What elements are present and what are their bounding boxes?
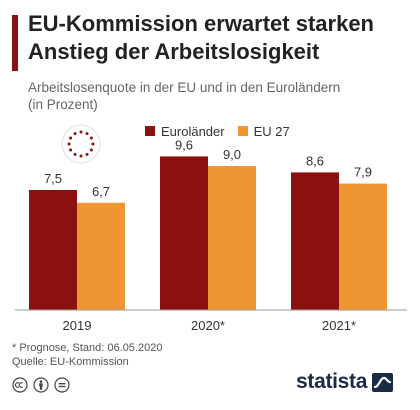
data-label: 8,6 — [306, 153, 324, 168]
eu-star — [73, 152, 77, 156]
nd-equal-icon[interactable] — [54, 377, 70, 393]
eu-star — [79, 130, 83, 134]
subtitle-line: Arbeitslosenquote in der EU und in den E… — [28, 80, 341, 95]
legend-label-eu27: EU 27 — [253, 123, 290, 139]
bar-euro-0 — [29, 190, 77, 310]
eu-star — [69, 136, 73, 140]
by-person-icon[interactable] — [33, 377, 49, 393]
eu-flag-stars-icon — [61, 124, 101, 164]
eu-star — [85, 132, 89, 136]
data-label: 6,7 — [92, 184, 110, 199]
bar-euro-2 — [291, 172, 339, 310]
bar-eu27-0 — [77, 202, 125, 310]
legend-item-eu27: EU 27 — [237, 123, 290, 139]
statista-wave-icon — [372, 372, 394, 392]
eu-star — [91, 142, 95, 146]
subtitle-line: (in Prozent) — [28, 97, 98, 112]
statista-brand[interactable]: statista — [296, 370, 394, 394]
eu-star — [73, 132, 77, 136]
title-accent-bar — [12, 15, 18, 71]
eu-star — [89, 136, 93, 140]
eu-star — [79, 154, 83, 158]
footnote: * Prognose, Stand: 06.05.2020 — [12, 342, 163, 354]
x-tick-label: 2019 — [63, 318, 92, 333]
data-label: 7,5 — [44, 171, 62, 186]
license-icons — [12, 377, 75, 393]
cc-icon[interactable] — [12, 377, 28, 393]
x-tick-label: 2021* — [322, 318, 356, 333]
bar-eu27-2 — [339, 183, 387, 310]
chart-subtitle: Arbeitslosenquote in der EU und in den E… — [28, 79, 413, 113]
eu-star — [69, 148, 73, 152]
data-label: 9,0 — [223, 147, 241, 162]
x-tick-label: 2020* — [191, 318, 225, 333]
brand-name: statista — [296, 370, 368, 393]
eu-star — [85, 152, 89, 156]
bar-eu27-1 — [208, 166, 256, 310]
bar-euro-1 — [160, 156, 208, 310]
legend-swatch-euro — [145, 126, 155, 136]
legend-swatch-eu27 — [237, 126, 248, 136]
data-label: 9,6 — [175, 137, 193, 152]
data-label: 7,9 — [354, 165, 372, 180]
legend-label-euro: Euroländer — [161, 123, 225, 139]
chart-legend: Euroländer EU 27 — [145, 123, 303, 139]
source-note: Quelle: EU-Kommission — [12, 356, 129, 368]
eu-star — [67, 142, 71, 146]
eu-star — [89, 148, 93, 152]
chart-title: EU-Kommission erwartet starken Anstieg d… — [28, 11, 374, 64]
legend-item-euro: Euroländer — [145, 124, 225, 139]
